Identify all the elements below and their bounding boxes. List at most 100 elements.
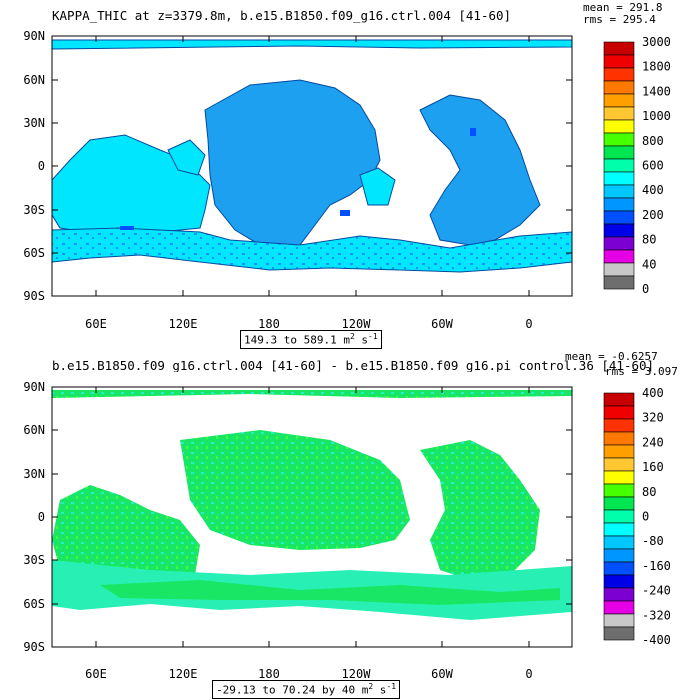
- ytick-label: 90S: [23, 289, 45, 303]
- colorbar-swatch: [603, 392, 635, 407]
- colorbar-swatch: [603, 444, 635, 459]
- colorbar-label: 240: [642, 435, 664, 449]
- colorbar-swatch: [603, 548, 635, 563]
- ytick-label: 90N: [23, 380, 45, 394]
- mean-label: mean = 291.8: [583, 1, 663, 14]
- colorbar-swatch: [603, 418, 635, 433]
- colorbar-swatch: [603, 236, 635, 251]
- xtick-label: 60E: [85, 317, 107, 331]
- ytick-label: 60S: [23, 246, 45, 260]
- ytick-label: 90N: [23, 29, 45, 43]
- colorbar-swatch: [603, 431, 635, 446]
- colorbar-label: 3000: [642, 35, 671, 49]
- xtick-label: 180: [258, 317, 280, 331]
- colorbar-swatch: [603, 613, 635, 628]
- colorbar-swatch: [603, 119, 635, 134]
- mean-label-bottom: mean = -0.6257: [565, 350, 658, 363]
- colorbar-label: 400: [642, 386, 664, 400]
- colorbar-swatch: [603, 457, 635, 472]
- colorbar-swatch: [603, 470, 635, 485]
- colorbar-label: 160: [642, 460, 664, 474]
- colorbar-label: -80: [642, 534, 664, 548]
- colorbar-swatch: [603, 106, 635, 121]
- colorbar-label: 0: [642, 510, 649, 524]
- colorbar-label: 800: [642, 134, 664, 148]
- axis-ticks-bottom: [52, 386, 572, 647]
- range-box-top: 149.3 to 589.1 m2 s-1: [240, 330, 382, 349]
- colorbar-swatch: [603, 561, 635, 576]
- map-field-bottom: [52, 387, 572, 647]
- colorbar-swatch: [603, 574, 635, 589]
- colorbar-swatch: [603, 223, 635, 238]
- colorbar-swatch: [603, 197, 635, 212]
- colorbar-swatch: [603, 262, 635, 277]
- xtick-label: 120W: [342, 667, 372, 681]
- colorbar-swatch: [603, 249, 635, 264]
- xtick-label: 60E: [85, 667, 107, 681]
- colorbar-swatch: [603, 600, 635, 615]
- colorbar-label: -400: [642, 633, 671, 647]
- colorbar-label: 400: [642, 183, 664, 197]
- x-axis-labels-bottom: 60E 120E 180 120W 60W 0: [85, 667, 532, 681]
- ytick-label: 30N: [23, 467, 45, 481]
- colorbar-swatch: [603, 496, 635, 511]
- colorbar-label: 80: [642, 485, 656, 499]
- colorbar-swatch: [603, 132, 635, 147]
- colorbar-swatch: [603, 80, 635, 95]
- colorbar-swatch: [603, 145, 635, 160]
- colorbar-swatch: [603, 275, 635, 290]
- colorbar-label: 40: [642, 257, 656, 271]
- range-text: 149.3 to 589.1 m: [244, 333, 350, 347]
- colorbar-swatch: [603, 158, 635, 173]
- xtick-label: 180: [258, 667, 280, 681]
- colorbar-swatch: [603, 210, 635, 225]
- ytick-label: 60N: [23, 423, 45, 437]
- colorbar-swatch: [603, 54, 635, 69]
- ytick-label: 0: [38, 510, 45, 524]
- plot-title: KAPPA_THIC at z=3379.8m, b.e15.B1850.f09…: [52, 8, 512, 23]
- colorbar-label: 320: [642, 411, 664, 425]
- axis-ticks-top: [52, 35, 572, 296]
- colorbar-swatch: [603, 522, 635, 537]
- colorbar-label: -320: [642, 608, 671, 622]
- xtick-label: 60W: [431, 317, 453, 331]
- xtick-label: 120E: [169, 317, 198, 331]
- colorbar-swatch: [603, 41, 635, 56]
- colorbar-swatch: [603, 171, 635, 186]
- colorbar-label: 80: [642, 233, 656, 247]
- ytick-label: 30S: [23, 203, 45, 217]
- xtick-label: 60W: [431, 667, 453, 681]
- xtick-label: 120E: [169, 667, 198, 681]
- ytick-label: 0: [38, 159, 45, 173]
- xtick-label: 0: [525, 317, 532, 331]
- ytick-label: 30N: [23, 116, 45, 130]
- colorbar-label: 0: [642, 282, 649, 296]
- colorbar-swatch: [603, 67, 635, 82]
- xtick-label: 0: [525, 667, 532, 681]
- colorbar-label: 600: [642, 159, 664, 173]
- ytick-label: 60N: [23, 73, 45, 87]
- ytick-label: 90S: [23, 640, 45, 654]
- colorbar-label: -160: [642, 559, 671, 573]
- colorbar-swatch: [603, 483, 635, 498]
- range-text: -29.13 to 70.24 by 40 m: [216, 683, 369, 697]
- map-field-top: [52, 36, 572, 296]
- colorbar-bottom: 400 320 240 160 80 0 -80 -160 -240 -320 -400: [603, 386, 671, 647]
- rms-label: rms = 295.4: [583, 13, 656, 26]
- xtick-label: 120W: [342, 317, 372, 331]
- colorbar-swatch: [603, 93, 635, 108]
- colorbar-swatch: [603, 184, 635, 199]
- rms-label-bottom: rms = 3.097: [605, 365, 678, 378]
- colorbar-swatch: [603, 405, 635, 420]
- ytick-label: 60S: [23, 597, 45, 611]
- colorbar-label: 1800: [642, 60, 671, 74]
- y-axis-labels-top: 90N 60N 30N 0 30S 60S 90S: [23, 29, 45, 303]
- colorbar-label: 200: [642, 208, 664, 222]
- ytick-label: 30S: [23, 553, 45, 567]
- colorbar-label: -240: [642, 584, 671, 598]
- y-axis-labels-bottom: 90N 60N 30N 0 30S 60S 90S: [23, 380, 45, 654]
- colorbar-swatch: [603, 535, 635, 550]
- range-box-bottom: -29.13 to 70.24 by 40 m2 s-1: [212, 680, 401, 699]
